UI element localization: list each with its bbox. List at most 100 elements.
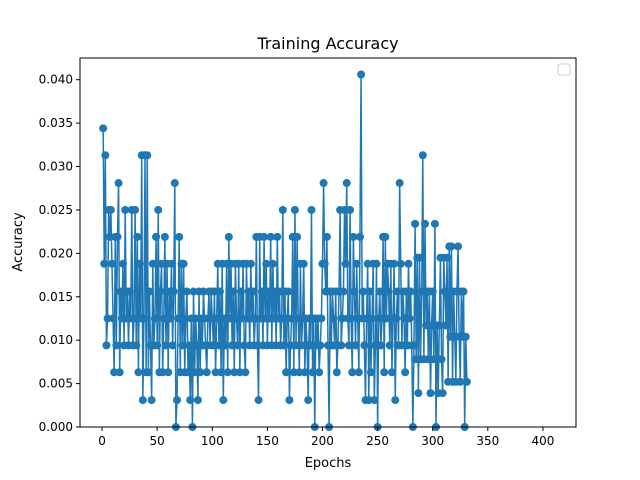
data-point: [224, 232, 233, 241]
data-point: [387, 368, 396, 377]
data-point: [159, 314, 168, 323]
data-point: [232, 314, 241, 323]
data-point: [422, 321, 431, 330]
data-point: [220, 314, 229, 323]
data-point: [295, 368, 304, 377]
data-point: [392, 314, 401, 323]
data-point: [347, 314, 356, 323]
data-point: [264, 287, 273, 296]
data-point: [153, 341, 162, 350]
data-point: [182, 287, 191, 296]
data-point: [236, 287, 245, 296]
data-point: [429, 355, 438, 364]
data-point: [417, 287, 426, 296]
data-point: [230, 368, 239, 377]
data-point: [428, 287, 437, 296]
data-point: [454, 242, 463, 251]
data-point: [360, 341, 369, 350]
data-point: [415, 253, 424, 262]
data-point: [366, 368, 375, 377]
x-tick-label: 400: [531, 434, 554, 448]
data-point: [316, 341, 325, 350]
data-point: [110, 368, 119, 377]
data-point: [196, 368, 205, 377]
data-point: [286, 341, 295, 350]
data-point: [103, 314, 112, 323]
data-point: [223, 368, 232, 377]
data-point: [131, 205, 140, 214]
data-point: [275, 287, 284, 296]
data-point: [268, 259, 277, 268]
data-point: [169, 287, 178, 296]
data-point: [337, 341, 346, 350]
data-point: [174, 314, 183, 323]
data-point: [372, 259, 381, 268]
data-point: [202, 368, 211, 377]
x-tick-label: 50: [150, 434, 165, 448]
data-point: [440, 287, 449, 296]
x-axis-label: Epochs: [305, 456, 352, 471]
data-point: [406, 287, 415, 296]
y-axis-label: Accuracy: [11, 212, 26, 272]
legend-box: [557, 63, 571, 76]
data-point: [139, 314, 148, 323]
data-point: [246, 259, 255, 268]
x-tick-label: 0: [98, 434, 106, 448]
data-point: [121, 205, 130, 214]
data-point: [362, 314, 371, 323]
data-point: [306, 341, 315, 350]
data-point: [157, 259, 166, 268]
data-point: [193, 396, 202, 405]
data-point: [102, 341, 111, 350]
data-point: [166, 314, 175, 323]
data-point: [257, 287, 266, 296]
data-point: [401, 368, 410, 377]
data-point: [304, 396, 313, 405]
data-point: [414, 389, 423, 398]
data-point: [233, 341, 242, 350]
data-point: [145, 287, 154, 296]
data-point: [344, 341, 353, 350]
data-point: [395, 179, 404, 188]
data-point: [135, 259, 144, 268]
data-point: [161, 341, 170, 350]
data-point: [156, 287, 165, 296]
data-point: [212, 314, 221, 323]
data-point: [339, 287, 348, 296]
data-point: [430, 219, 439, 228]
data-point: [307, 205, 316, 214]
data-point: [249, 287, 258, 296]
data-point: [293, 232, 302, 241]
data-point: [382, 314, 391, 323]
data-point: [350, 287, 359, 296]
data-point: [346, 205, 355, 214]
data-point: [441, 321, 450, 330]
data-point: [185, 341, 194, 350]
data-point: [390, 259, 399, 268]
data-point: [175, 232, 184, 241]
data-point: [160, 232, 169, 241]
data-point: [421, 219, 429, 228]
data-point: [368, 314, 377, 323]
y-tick-label: 0.025: [39, 203, 73, 217]
data-point: [106, 205, 115, 214]
data-point: [319, 179, 328, 188]
data-point: [199, 287, 208, 296]
data-point: [443, 253, 452, 262]
data-point: [209, 341, 218, 350]
data-point: [380, 368, 389, 377]
data-point: [168, 341, 177, 350]
data-point: [262, 259, 271, 268]
data-point: [191, 314, 200, 323]
data-point: [315, 368, 324, 377]
data-point: [147, 396, 156, 405]
data-point: [100, 259, 109, 268]
data-point: [459, 287, 468, 296]
data-point: [404, 259, 413, 268]
x-tick-label: 200: [311, 434, 334, 448]
data-point: [424, 355, 433, 364]
data-point: [109, 314, 118, 323]
data-point: [427, 321, 436, 330]
data-point: [186, 396, 195, 405]
data-point: [322, 232, 331, 241]
